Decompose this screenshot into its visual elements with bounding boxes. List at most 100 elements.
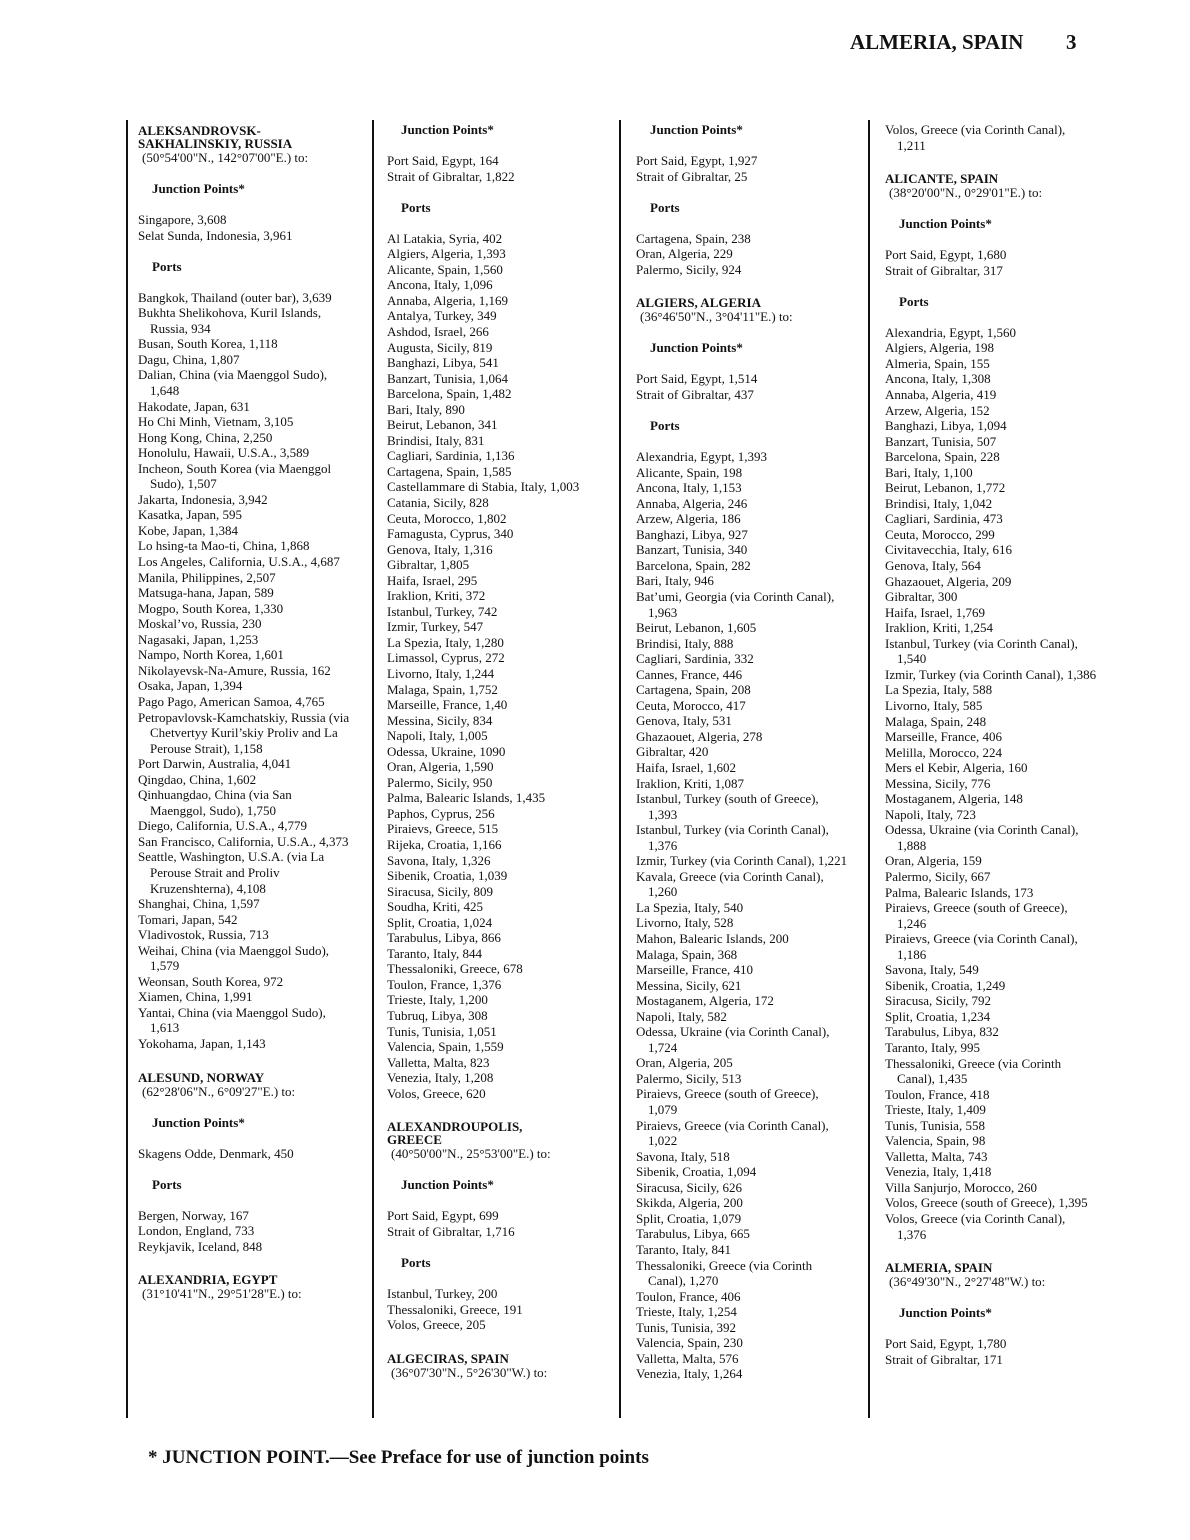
distance-entry: Volos, Greece, 205 bbox=[387, 1317, 486, 1333]
distance-entry: Qingdao, China, 1,602 bbox=[138, 771, 257, 787]
distance-entry: Port Said, Egypt, 1,780 bbox=[885, 1336, 1007, 1352]
port-heading: ALICANTE, SPAIN bbox=[885, 171, 999, 187]
distance-entry: Toulon, France, 406 bbox=[636, 1288, 741, 1304]
section-subheading: Ports bbox=[152, 1176, 182, 1192]
distance-entry: Gibraltar, 1,805 bbox=[387, 557, 470, 573]
distance-entry: Volos, Greece, 620 bbox=[387, 1085, 486, 1101]
distance-entry: Alicante, Spain, 1,560 bbox=[387, 261, 503, 277]
distance-entry: Cagliari, Sardinia, 1,136 bbox=[387, 448, 515, 464]
distance-entry: Malaga, Spain, 248 bbox=[885, 713, 987, 729]
distance-entry: Haifa, Israel, 1,769 bbox=[885, 604, 985, 620]
distance-entry: Odessa, Ukraine, 1090 bbox=[387, 743, 506, 759]
distance-entry: Livorno, Italy, 585 bbox=[885, 697, 983, 713]
distance-entry: Kasatka, Japan, 595 bbox=[138, 507, 242, 523]
distance-entry: Messina, Sicily, 776 bbox=[885, 775, 991, 791]
distance-entry: Barcelona, Spain, 282 bbox=[636, 557, 751, 573]
section-subheading: Ports bbox=[401, 1255, 431, 1270]
port-heading: ALGECIRAS, SPAIN bbox=[387, 1350, 509, 1366]
distance-entry: Bangkok, Thailand (outer bar), 3,639 bbox=[138, 289, 332, 305]
distance-entry: Limassol, Cyprus, 272 bbox=[387, 650, 505, 666]
distance-entry: Beirut, Lebanon, 341 bbox=[387, 417, 498, 433]
distance-entry: Banghazi, Libya, 541 bbox=[387, 355, 499, 371]
distance-entry: Annaba, Algeria, 1,169 bbox=[387, 292, 508, 308]
distance-entry: Mers el Kebir, Algeria, 160 bbox=[885, 760, 1028, 776]
distance-entry: Gibraltar, 300 bbox=[885, 589, 958, 605]
distance-entry: Nikolayevsk-Na-Amure, Russia, 162 bbox=[138, 662, 331, 678]
distance-entry: Reykjavik, Iceland, 848 bbox=[138, 1238, 263, 1254]
distance-entry: Napoli, Italy, 1,005 bbox=[387, 728, 488, 744]
section-subheading: Junction Points* bbox=[899, 216, 992, 232]
distance-entry: Bari, Italy, 946 bbox=[636, 573, 714, 589]
distance-entry: Siracusa, Sicily, 626 bbox=[636, 1179, 743, 1195]
distance-entry: Paphos, Cyprus, 256 bbox=[387, 805, 495, 821]
distance-entry: Tunis, Tunisia, 1,051 bbox=[387, 1023, 497, 1039]
section-subheading: Junction Points* bbox=[152, 1114, 245, 1130]
port-coordinates: (36°49'30"N., 2°27'48"W.) to: bbox=[889, 1274, 1046, 1290]
distance-entry: Mostaganem, Algeria, 172 bbox=[636, 993, 774, 1009]
distance-entry: Rijeka, Croatia, 1,166 bbox=[387, 837, 502, 853]
distance-entry: Port Said, Egypt, 1,680 bbox=[885, 247, 1007, 263]
distance-entry: Strait of Gibraltar, 317 bbox=[885, 262, 1003, 278]
distance-entry: Iraklion, Kriti, 1,254 bbox=[885, 620, 993, 636]
distance-entry: Istanbul, Turkey, 742 bbox=[387, 603, 498, 619]
distance-entry: Thessaloniki, Greece, 678 bbox=[387, 961, 523, 977]
distance-entry: Honolulu, Hawaii, U.S.A., 3,589 bbox=[138, 445, 310, 461]
section-subheading: Ports bbox=[152, 258, 182, 274]
distance-entry: London, England, 733 bbox=[138, 1223, 255, 1239]
distance-entry: Taranto, Italy, 841 bbox=[636, 1241, 731, 1257]
distance-entry: Thessaloniki, Greece (via Corinth Canal)… bbox=[636, 1257, 813, 1289]
distance-entry: Bat’umi, Georgia (via Corinth Canal), 1,… bbox=[636, 588, 835, 620]
distance-entry: Seattle, Washington, U.S.A. (via La Pero… bbox=[138, 849, 325, 896]
distance-entry: Piraievs, Greece (south of Greece), 1,07… bbox=[636, 1086, 819, 1118]
distance-entry: Banghazi, Libya, 927 bbox=[636, 526, 748, 542]
distance-entry: Skagens Odde, Denmark, 450 bbox=[138, 1145, 294, 1161]
distance-entry: Valletta, Malta, 743 bbox=[885, 1148, 988, 1164]
column-1: ALEKSANDROVSK- SAKHALINSKIY, RUSSIA (50°5… bbox=[138, 122, 350, 1302]
distance-entry: Volos, Greece (via Corinth Canal), 1,376 bbox=[885, 1211, 1066, 1242]
distance-entry: Lo hsing-ta Mao-ti, China, 1,868 bbox=[138, 538, 310, 554]
column-2: Junction Points* Port Said, Egypt, 164 Str… bbox=[387, 122, 599, 1380]
distance-entry: Cagliari, Sardinia, 332 bbox=[636, 651, 754, 667]
distance-entry: Sibenik, Croatia, 1,039 bbox=[387, 868, 508, 884]
distance-entry: Thessaloniki, Greece, 191 bbox=[387, 1301, 523, 1317]
distance-entry: Strait of Gibraltar, 25 bbox=[636, 168, 748, 184]
distance-entry: Valencia, Spain, 98 bbox=[885, 1133, 986, 1149]
distance-entry: Split, Croatia, 1,024 bbox=[387, 914, 493, 930]
distance-entry: Augusta, Sicily, 819 bbox=[387, 339, 493, 355]
section-subheading: Junction Points* bbox=[401, 122, 494, 137]
distance-entry: Istanbul, Turkey (via Corinth Canal), 1,… bbox=[885, 635, 1078, 667]
distance-entry: La Spezia, Italy, 540 bbox=[636, 899, 744, 915]
distance-entry: Palma, Balearic Islands, 1,435 bbox=[387, 790, 546, 806]
distance-entry: Cagliari, Sardinia, 473 bbox=[885, 511, 1003, 527]
distance-entry: Genova, Italy, 564 bbox=[885, 558, 981, 574]
distance-entry: Istanbul, Turkey, 200 bbox=[387, 1286, 498, 1302]
distance-entry: La Spezia, Italy, 588 bbox=[885, 682, 993, 698]
distance-entry: Tunis, Tunisia, 558 bbox=[885, 1117, 985, 1133]
distance-entry: Oran, Algeria, 159 bbox=[885, 853, 982, 869]
distance-entry: Alexandria, Egypt, 1,393 bbox=[636, 449, 768, 465]
port-coordinates: (36°07'30"N., 5°26'30"W.) to: bbox=[391, 1364, 548, 1380]
distance-entry: Livorno, Italy, 1,244 bbox=[387, 666, 495, 681]
distance-entry: Trieste, Italy, 1,200 bbox=[387, 992, 488, 1008]
distance-entry: Valletta, Malta, 576 bbox=[636, 1350, 739, 1366]
distance-entry: Split, Croatia, 1,234 bbox=[885, 1008, 991, 1024]
port-heading: ALGIERS, ALGERIA bbox=[636, 295, 761, 311]
distance-entry: Bari, Italy, 890 bbox=[387, 401, 465, 417]
distance-entry: Bari, Italy, 1,100 bbox=[885, 464, 973, 480]
distance-entry: Banzart, Tunisia, 340 bbox=[636, 542, 748, 558]
distance-entry: Odessa, Ukraine (via Corinth Canal), 1,8… bbox=[885, 822, 1079, 853]
distance-entry: Marseille, France, 410 bbox=[636, 962, 753, 978]
distance-entry: Qinhuangdao, China (via San Maenggol, Su… bbox=[138, 787, 292, 818]
distance-entry: Banzart, Tunisia, 507 bbox=[885, 433, 997, 449]
distance-entry: Port Said, Egypt, 164 bbox=[387, 153, 499, 169]
distance-entry: Hakodate, Japan, 631 bbox=[138, 398, 250, 414]
distance-entry: Piraievs, Greece (via Corinth Canal), 1,… bbox=[636, 1117, 829, 1149]
distance-entry: Napoli, Italy, 723 bbox=[885, 806, 976, 822]
distance-entry: Venezia, Italy, 1,208 bbox=[387, 1070, 494, 1086]
distance-entry: Strait of Gibraltar, 171 bbox=[885, 1351, 1003, 1367]
distance-entry: Al Latakia, Syria, 402 bbox=[387, 230, 503, 246]
distance-entry: Strait of Gibraltar, 1,822 bbox=[387, 168, 515, 184]
distance-entry: Palermo, Sicily, 513 bbox=[636, 1070, 742, 1086]
distance-entry: Livorno, Italy, 528 bbox=[636, 915, 734, 931]
port-coordinates: (36°46'50"N., 3°04'11"E.) to: bbox=[640, 309, 793, 325]
